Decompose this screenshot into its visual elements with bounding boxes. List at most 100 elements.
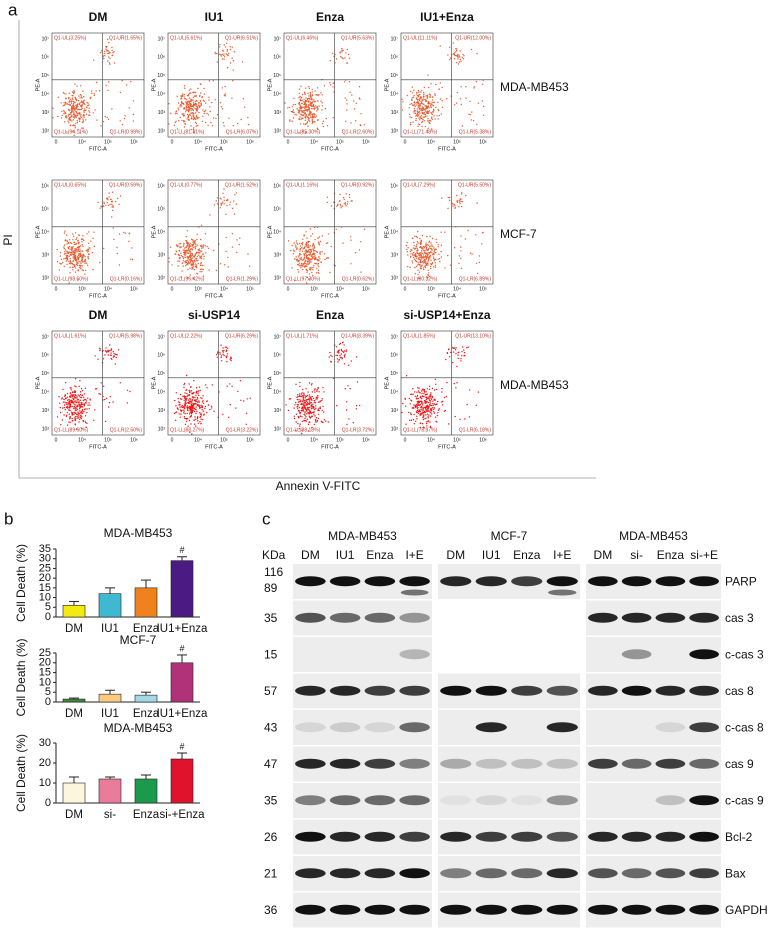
event-dot (67, 255, 68, 256)
event-dot (422, 409, 423, 410)
quadrant-label: Q1-UR(6.29%) (225, 333, 258, 339)
event-dot (303, 398, 304, 399)
event-dot (130, 258, 131, 259)
event-dot (179, 250, 180, 251)
x-tick-label: 10⁵ (336, 139, 344, 145)
event-dot (67, 412, 68, 413)
event-dot (300, 265, 301, 266)
x-tick-label: 0 (55, 437, 58, 443)
y-tick-label: 10⁷ (42, 36, 50, 42)
event-dot (312, 396, 313, 397)
event-dot (232, 247, 233, 248)
event-dot (421, 250, 422, 251)
event-dot (100, 52, 101, 53)
event-dot (72, 233, 73, 234)
row-label: MCF-7 (500, 227, 537, 241)
event-dot (227, 200, 228, 201)
event-dot (347, 385, 348, 386)
kda-label: 35 (264, 793, 278, 807)
event-dot (62, 115, 63, 116)
event-dot (69, 117, 70, 118)
event-dot (424, 246, 425, 247)
event-dot (309, 421, 310, 422)
event-dot (422, 119, 423, 120)
event-dot (188, 105, 189, 106)
event-dot (323, 121, 324, 122)
event-dot (300, 400, 301, 401)
event-dot (417, 270, 418, 271)
event-dot (236, 252, 237, 253)
event-dot (104, 53, 105, 54)
event-dot (194, 419, 195, 420)
y-tick-label: 10⁵ (273, 206, 281, 212)
quadrant-label: Q1-UL(6.46%) (286, 35, 319, 41)
quadrant-label: Q1-UL(0.65%) (54, 182, 87, 188)
event-dot (429, 256, 430, 257)
event-dot (299, 396, 300, 397)
blot-band (399, 759, 430, 769)
event-dot (188, 395, 189, 396)
event-dot (107, 60, 108, 61)
y-tick-label: 10² (158, 275, 166, 281)
event-dot (419, 98, 420, 99)
event-dot (74, 256, 75, 257)
event-dot (292, 106, 293, 107)
event-dot (84, 100, 85, 101)
event-dot (308, 399, 309, 400)
event-dot (448, 197, 449, 198)
event-dot (66, 104, 67, 105)
x-tick-label: 10⁶ (479, 139, 487, 145)
y-tick-label: 10³ (158, 252, 166, 258)
event-dot (340, 205, 341, 206)
event-dot (301, 114, 302, 115)
event-dot (434, 403, 435, 404)
event-dot (83, 96, 84, 97)
event-dot (308, 413, 309, 414)
event-dot (308, 424, 309, 425)
event-dot (183, 121, 184, 122)
event-dot (302, 389, 303, 390)
event-dot (432, 96, 433, 97)
event-dot (190, 92, 191, 93)
quadrant-label: Q1-LR(6.89%) (459, 276, 492, 282)
y-axis-label: PE-A (151, 225, 157, 238)
event-dot (82, 115, 83, 116)
event-dot (67, 406, 68, 407)
event-dot (194, 259, 195, 260)
x-tick-label: 10³ (194, 286, 202, 292)
event-dot (430, 395, 431, 396)
event-dot (306, 420, 307, 421)
event-dot (309, 115, 310, 116)
event-dot (133, 100, 134, 101)
event-dot (82, 101, 83, 102)
x-tick-label: Enza (133, 809, 160, 821)
event-dot (464, 352, 465, 353)
event-dot (428, 111, 429, 112)
event-dot (422, 404, 423, 405)
event-dot (188, 257, 189, 258)
y-tick-label: 10⁴ (273, 92, 281, 98)
event-dot (197, 249, 198, 250)
event-dot (306, 410, 307, 411)
event-dot (428, 407, 429, 408)
event-dot (429, 96, 430, 97)
event-dot (314, 239, 315, 240)
event-dot (103, 386, 104, 387)
event-dot (314, 263, 315, 264)
event-dot (306, 109, 307, 110)
event-dot (68, 242, 69, 243)
event-dot (425, 406, 426, 407)
event-dot (420, 91, 421, 92)
event-dot (410, 91, 411, 92)
event-dot (301, 403, 302, 404)
event-dot (414, 391, 415, 392)
event-dot (79, 256, 80, 257)
event-dot (185, 252, 186, 253)
event-dot (202, 406, 203, 407)
event-dot (179, 406, 180, 407)
event-dot (420, 268, 421, 269)
event-dot (298, 410, 299, 411)
event-dot (85, 260, 86, 261)
event-dot (421, 118, 422, 119)
event-dot (310, 235, 311, 236)
